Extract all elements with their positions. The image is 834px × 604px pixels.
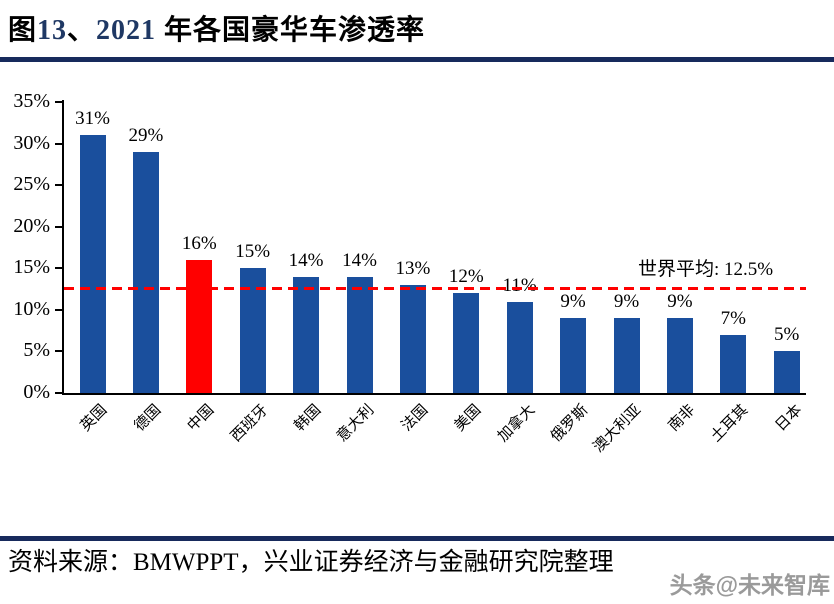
bar bbox=[666, 318, 693, 393]
bar bbox=[346, 276, 373, 393]
bar bbox=[560, 318, 587, 393]
x-axis-label: 土耳其 bbox=[708, 402, 752, 446]
bar bbox=[79, 135, 106, 393]
y-axis-tick-label: 0% bbox=[23, 381, 50, 403]
x-axis-label: 意大利 bbox=[334, 402, 378, 446]
bar bbox=[293, 276, 320, 393]
bar-value-label: 15% bbox=[235, 241, 271, 263]
x-axis-label: 德国 bbox=[131, 402, 165, 435]
bar-value-label: 11% bbox=[502, 274, 537, 296]
bar-highlight bbox=[186, 259, 213, 393]
y-axis-tick bbox=[55, 142, 63, 145]
bar-value-label: 14% bbox=[342, 249, 377, 271]
x-axis-label: 英国 bbox=[78, 402, 111, 435]
y-axis-tick-label: 35% bbox=[13, 90, 50, 112]
y-axis-tick-label: 25% bbox=[13, 173, 50, 196]
y-axis-tick bbox=[55, 101, 63, 103]
y-axis-tick bbox=[55, 308, 63, 311]
x-axis-label: 澳大利亚 bbox=[591, 402, 645, 456]
y-axis-tick-label: 15% bbox=[13, 256, 50, 279]
y-axis-tick bbox=[55, 392, 63, 394]
y-axis-tick-label: 10% bbox=[13, 297, 50, 320]
y-axis-tick bbox=[55, 350, 63, 353]
figure-title-prefix: 图 bbox=[8, 15, 38, 46]
bar-value-label: 16% bbox=[181, 232, 217, 254]
x-axis-label: 俄罗斯 bbox=[548, 402, 592, 446]
bar bbox=[506, 301, 533, 393]
bar-value-label: 13% bbox=[395, 257, 431, 279]
bar-value-label: 5% bbox=[774, 324, 800, 346]
y-axis-tick bbox=[55, 267, 63, 270]
figure-title: 图13、2021 年各国豪华车渗透率 bbox=[8, 8, 828, 48]
bar-value-label: 29% bbox=[128, 124, 164, 146]
bar-value-label: 9% bbox=[613, 291, 640, 313]
figure-title-year: 2021 bbox=[96, 15, 157, 46]
x-axis-label: 法国 bbox=[398, 402, 432, 435]
y-axis-tick bbox=[55, 225, 63, 228]
bar bbox=[613, 318, 640, 393]
figure-number: 13 bbox=[37, 15, 68, 46]
title-underline-rule bbox=[0, 57, 834, 62]
bar bbox=[132, 151, 159, 393]
bar bbox=[773, 351, 800, 393]
x-axis-label: 中国 bbox=[185, 402, 218, 435]
bar-value-label: 12% bbox=[448, 266, 484, 288]
footer-rule bbox=[0, 536, 834, 541]
bar bbox=[453, 293, 480, 393]
y-axis-tick bbox=[55, 184, 63, 187]
bar-value-label: 14% bbox=[288, 249, 324, 271]
x-axis-label: 加拿大 bbox=[494, 402, 539, 446]
x-axis-label: 美国 bbox=[452, 402, 485, 435]
world-average-reference-line bbox=[64, 287, 806, 290]
y-axis-tick-label: 5% bbox=[23, 339, 50, 362]
watermark-text: 头条@未来智库 bbox=[669, 572, 830, 598]
bar bbox=[720, 334, 747, 393]
x-axis-label: 南非 bbox=[665, 402, 699, 435]
x-axis-label: 西班牙 bbox=[227, 402, 272, 446]
x-axis-label: 日本 bbox=[772, 402, 806, 435]
source-text: 资料来源：BMWPPT，兴业证券经济与金融研究院整理 bbox=[8, 549, 614, 576]
bar bbox=[399, 284, 426, 393]
world-average-label: 世界平均: 12.5% bbox=[638, 259, 774, 280]
y-axis bbox=[62, 100, 64, 395]
bar-value-label: 31% bbox=[75, 108, 110, 130]
figure-title-separator: 、 bbox=[67, 15, 97, 46]
y-axis-tick-label: 20% bbox=[13, 214, 50, 237]
y-axis-tick-label: 30% bbox=[13, 131, 50, 154]
x-axis-label: 韩国 bbox=[291, 402, 325, 435]
figure-title-text: 年各国豪华车渗透率 bbox=[156, 15, 426, 46]
bar-value-label: 9% bbox=[667, 291, 693, 313]
bar-value-label: 7% bbox=[720, 307, 746, 329]
bar-value-label: 9% bbox=[560, 291, 586, 313]
x-axis bbox=[62, 393, 806, 395]
